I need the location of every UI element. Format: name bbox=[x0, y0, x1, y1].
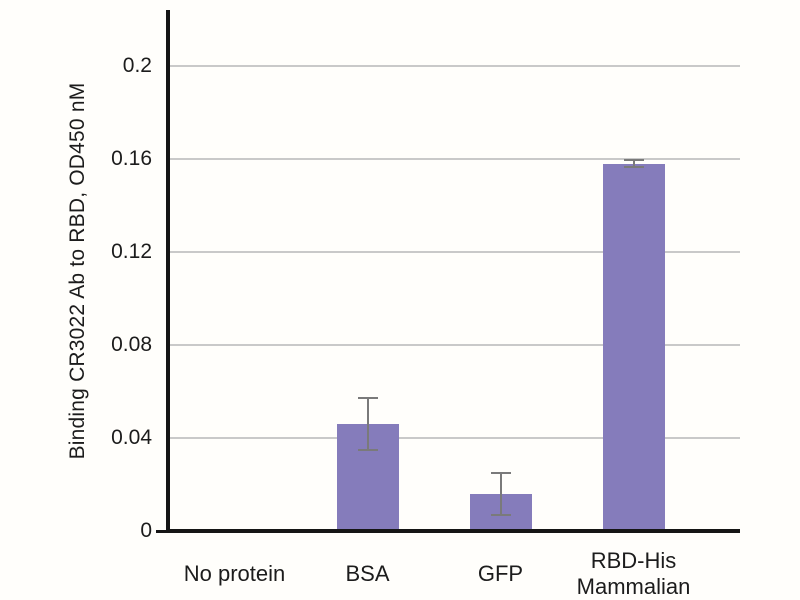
y-tick-label: 0.04 bbox=[111, 426, 152, 449]
error-bar-line bbox=[632, 160, 635, 168]
x-category-label: No protein bbox=[183, 561, 286, 586]
x-category-label: RBD-His Mammalian bbox=[576, 548, 691, 599]
y-tick-label: 0.12 bbox=[111, 240, 152, 263]
gridline bbox=[168, 251, 740, 253]
error-bar-cap-bottom bbox=[490, 513, 511, 516]
error-bar-cap-bottom bbox=[357, 448, 378, 451]
y-axis-title: Binding CR3022 Ab to RBD, OD450 nM bbox=[66, 82, 89, 460]
y-tick-label: 0.2 bbox=[122, 54, 152, 77]
x-axis-line bbox=[166, 529, 740, 533]
x-category-label: GFP bbox=[477, 561, 524, 586]
y-axis-line bbox=[166, 10, 170, 533]
error-bar-line bbox=[499, 472, 502, 515]
gridline bbox=[168, 158, 740, 160]
gridline bbox=[168, 65, 740, 67]
bar bbox=[602, 163, 665, 531]
gridline bbox=[168, 437, 740, 439]
y-tick-label: 0.16 bbox=[111, 147, 152, 170]
y-tick-label: 0 bbox=[140, 519, 152, 542]
gridline bbox=[168, 344, 740, 346]
error-bar-cap-bottom bbox=[623, 166, 644, 169]
y-tick-label: 0.08 bbox=[111, 333, 152, 356]
zero-tick-mark bbox=[156, 530, 168, 533]
error-bar-line bbox=[366, 398, 369, 450]
error-bar-cap-top bbox=[357, 397, 378, 400]
error-bar-cap-top bbox=[490, 471, 511, 474]
x-category-label: BSA bbox=[345, 561, 390, 586]
error-bar-cap-top bbox=[623, 159, 644, 162]
